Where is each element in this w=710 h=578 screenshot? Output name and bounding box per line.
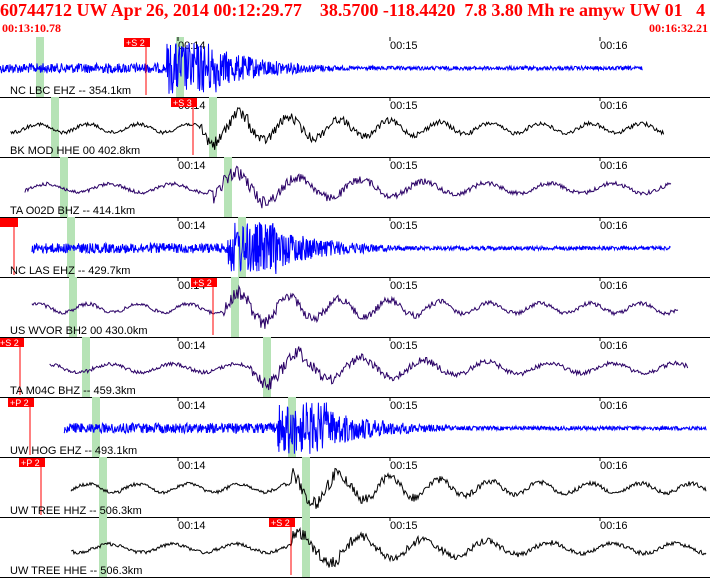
phase-marker-band xyxy=(209,97,217,157)
waveform-trace[interactable] xyxy=(70,467,707,509)
time-tick-label: 00:16 xyxy=(600,340,628,352)
time-tick-label: 00:15 xyxy=(390,400,418,412)
start-time: 00:13:10.78 xyxy=(2,21,61,35)
time-tick-label: 00:15 xyxy=(390,40,418,52)
time-tick-label: 00:15 xyxy=(390,520,418,532)
phase-pick-flag[interactable] xyxy=(19,458,45,467)
time-tick-label: 00:14 xyxy=(178,220,206,232)
phase-marker-band xyxy=(82,337,90,397)
phase-pick-label: +P 2 xyxy=(10,398,29,408)
time-tick-label: 00:14 xyxy=(178,520,206,532)
waveform-trace[interactable] xyxy=(31,284,679,329)
time-tick-label: 00:15 xyxy=(390,160,418,172)
event-title: 60744712 UW Apr 26, 2014 00:12:29.77 38.… xyxy=(0,0,706,20)
waveform-trace[interactable] xyxy=(24,165,672,209)
waveform-trace[interactable] xyxy=(0,42,643,94)
phase-pick-label: +S 2 xyxy=(126,38,145,48)
phase-marker-band xyxy=(231,277,239,337)
time-tick-label: 00:14 xyxy=(178,160,206,172)
station-label: TA M04C BHZ -- 459.3km xyxy=(10,385,136,397)
phase-pick-label: +P 2 xyxy=(21,458,40,468)
phase-pick-label: +S 2 xyxy=(193,278,212,288)
phase-marker-band xyxy=(99,517,107,577)
phase-pick-flag[interactable] xyxy=(8,398,34,407)
end-time: 00:16:32.21 xyxy=(649,21,708,35)
phase-marker-band xyxy=(224,157,232,217)
time-tick-label: 00:15 xyxy=(390,100,418,112)
phase-pick-flag[interactable] xyxy=(269,518,295,527)
phase-pick-label: +S 3 xyxy=(173,98,192,108)
time-tick-label: 00:15 xyxy=(390,460,418,472)
time-tick-label: 00:16 xyxy=(600,160,628,172)
station-label: UW TREE HHZ -- 506.3km xyxy=(10,505,142,517)
phase-marker-band xyxy=(288,397,296,457)
phase-marker-band xyxy=(51,97,59,157)
phase-marker-band xyxy=(69,277,77,337)
phase-marker-band xyxy=(263,337,271,397)
time-tick-label: 00:14 xyxy=(178,400,206,412)
station-label: BK MOD HHE 00 402.8km xyxy=(10,145,140,157)
waveform-trace[interactable] xyxy=(49,346,689,391)
phase-marker-band xyxy=(302,517,310,577)
time-tick-label: 00:16 xyxy=(600,220,628,232)
trace-panel[interactable]: 00:14 00:15 00:16 +S 2 UW TREE HHE -- 506.3k… xyxy=(0,517,710,578)
time-tick-label: 00:16 xyxy=(600,400,628,412)
time-tick-label: 00:15 xyxy=(390,340,418,352)
station-label: US WVOR BH2 00 430.0km xyxy=(10,325,148,337)
time-tick-label: 00:14 xyxy=(178,340,206,352)
waveform-trace[interactable] xyxy=(70,526,707,568)
waveform-trace[interactable] xyxy=(10,107,665,150)
trace-panel[interactable]: 00:14 00:15 00:16+S 2NC LBC EHZ -- 354.1km xyxy=(0,37,710,98)
waveform-trace[interactable] xyxy=(63,402,707,454)
station-label: UW HOG EHZ -- 493.1km xyxy=(10,445,137,457)
time-tick-label: 00:15 xyxy=(390,220,418,232)
station-label: NC LBC EHZ -- 354.1km xyxy=(10,85,131,97)
phase-marker-band xyxy=(99,457,107,517)
station-label: UW TREE HHE -- 506.3km xyxy=(10,565,142,577)
phase-pick-label: +S 2 xyxy=(271,518,290,528)
trace-panel[interactable]: 00:14 00:15 00:16 +P 2 UW TREE HHZ -- 506.3k… xyxy=(0,457,710,518)
phase-pick-flag[interactable] xyxy=(0,218,18,227)
trace-panel[interactable]: 00:14 00:15 00:16 +S 2 TA M04C BHZ -- 459.3k… xyxy=(0,337,710,398)
phase-pick-flag[interactable] xyxy=(171,98,197,107)
station-label: TA O02D BHZ -- 414.1km xyxy=(10,205,135,217)
trace-panel[interactable]: 00:14 00:15 00:16 TA O02D BHZ -- 414.1km xyxy=(0,157,710,218)
phase-marker-band xyxy=(302,457,310,517)
time-tick-label: 00:16 xyxy=(600,460,628,472)
phase-pick-label: +S 2 xyxy=(0,338,19,348)
phase-pick-flag[interactable] xyxy=(0,338,24,347)
time-tick-label: 00:16 xyxy=(600,520,628,532)
time-tick-label: 00:16 xyxy=(600,40,628,52)
time-tick-label: 00:16 xyxy=(600,100,628,112)
waveform-trace[interactable] xyxy=(31,222,671,275)
phase-pick-flag[interactable] xyxy=(124,38,150,47)
station-label: NC LAS EHZ -- 429.7km xyxy=(10,265,130,277)
time-tick-label: 00:15 xyxy=(390,280,418,292)
phase-pick-flag[interactable] xyxy=(191,278,217,287)
trace-panel[interactable]: 00:14 00:15 00:16 +P 2 UW HOG EHZ -- 493.1km xyxy=(0,397,710,458)
time-tick-label: 00:14 xyxy=(178,460,206,472)
time-tick-label: 00:16 xyxy=(600,280,628,292)
